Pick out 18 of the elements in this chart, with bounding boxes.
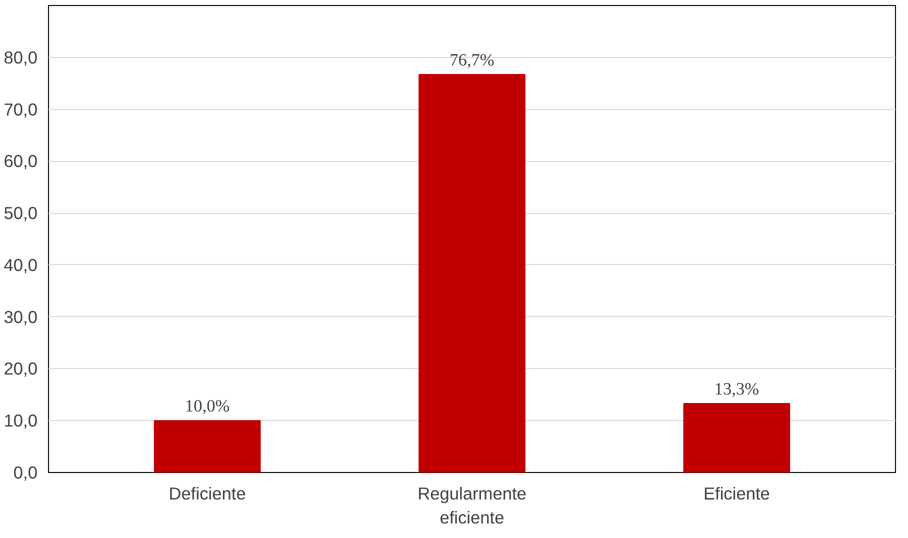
- bar: [683, 402, 790, 472]
- y-tick-label: 40,0: [4, 254, 38, 275]
- y-tick-label: 60,0: [4, 151, 38, 172]
- x-tick-label: Regularmente eficiente: [418, 484, 526, 528]
- y-tick-label: 70,0: [4, 99, 38, 120]
- x-tick-label: Deficiente: [168, 484, 246, 504]
- bar: [418, 74, 526, 472]
- data-label: 13,3%: [714, 379, 760, 398]
- data-label: 76,7%: [450, 50, 494, 70]
- bar: [154, 420, 261, 472]
- y-tick-label: 30,0: [4, 306, 38, 327]
- data-label: 10,0%: [184, 396, 230, 416]
- y-tick-label: 80,0: [4, 47, 38, 68]
- y-tick-label: 50,0: [4, 203, 38, 224]
- y-tick-label: 10,0: [4, 410, 38, 431]
- y-tick-label: 0,0: [13, 462, 38, 482]
- y-tick-label: 20,0: [4, 358, 38, 379]
- x-tick-label: Eficiente: [703, 484, 770, 504]
